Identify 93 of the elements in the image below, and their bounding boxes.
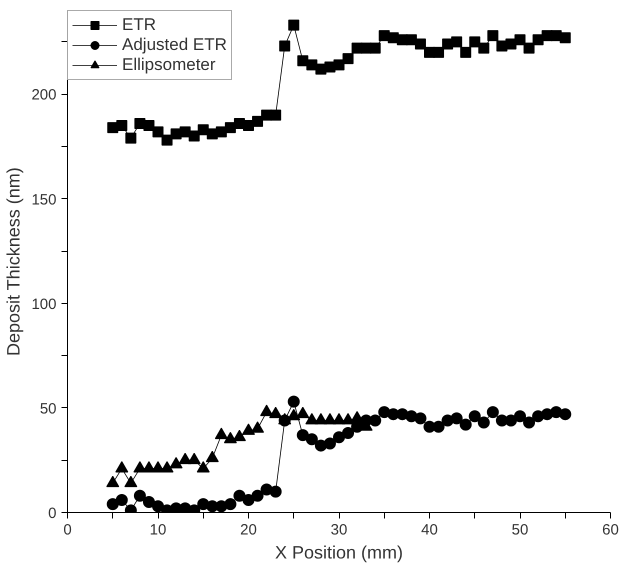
point — [306, 433, 318, 446]
point — [414, 412, 426, 424]
point — [288, 396, 300, 408]
point — [206, 450, 219, 462]
point — [305, 413, 318, 424]
point — [433, 46, 444, 58]
point — [451, 36, 462, 48]
x-tick-label: 60 — [602, 522, 619, 538]
point — [296, 429, 309, 442]
point — [125, 132, 136, 144]
y-axis-title: Deposit Thickness (nm) — [3, 167, 24, 356]
point — [523, 416, 536, 429]
point — [478, 416, 490, 429]
point — [116, 120, 128, 132]
point — [342, 53, 354, 64]
point — [323, 413, 336, 424]
point — [188, 452, 201, 464]
point — [124, 476, 138, 488]
point — [134, 490, 146, 502]
point — [115, 461, 128, 473]
x-tick-label: 20 — [240, 522, 257, 538]
point — [288, 20, 300, 31]
x-axis-title: X Position (mm) — [274, 542, 404, 562]
point — [152, 126, 164, 138]
point — [514, 410, 526, 422]
x-tick-label: 50 — [512, 522, 528, 538]
point — [460, 418, 472, 431]
point — [334, 59, 344, 70]
point — [487, 30, 498, 42]
point — [198, 124, 209, 136]
point — [468, 410, 481, 422]
point — [514, 34, 526, 46]
point — [106, 498, 119, 510]
point — [260, 404, 274, 416]
y-tick-label: 50 — [40, 400, 57, 418]
point — [469, 36, 480, 48]
legend-label: ETR — [122, 15, 156, 35]
y-tick-label: 0 — [48, 505, 56, 522]
point — [369, 414, 382, 426]
point — [460, 46, 472, 58]
point — [560, 32, 571, 44]
y-tick-label: 150 — [31, 191, 57, 208]
point — [252, 490, 264, 502]
point — [559, 408, 572, 420]
point — [251, 421, 264, 433]
point — [142, 496, 155, 508]
point — [270, 486, 282, 498]
point — [524, 42, 535, 54]
point — [342, 427, 354, 440]
point — [224, 498, 236, 510]
point — [170, 456, 183, 468]
point — [342, 413, 355, 424]
y-tick-label: 100 — [31, 296, 57, 313]
x-tick-label: 30 — [330, 522, 348, 538]
point — [486, 406, 499, 418]
point — [296, 406, 310, 418]
x-tick-label: 0 — [63, 522, 72, 538]
point — [188, 130, 200, 142]
point — [216, 126, 227, 138]
point — [252, 116, 264, 127]
point — [143, 120, 154, 132]
point — [162, 134, 173, 146]
point — [414, 38, 426, 50]
point — [196, 461, 210, 473]
point — [116, 494, 128, 506]
point — [314, 413, 328, 424]
point — [370, 42, 381, 54]
point — [224, 432, 237, 444]
legend-label: Ellipsometer — [122, 55, 216, 75]
point — [287, 408, 300, 420]
legend-label: Adjusted ETR — [122, 35, 227, 55]
point — [297, 55, 308, 66]
point — [450, 412, 463, 424]
point — [279, 40, 290, 52]
point — [269, 406, 282, 418]
point — [214, 428, 228, 440]
point — [232, 430, 246, 442]
point — [332, 413, 346, 424]
point — [106, 476, 120, 488]
point — [242, 494, 254, 506]
point — [233, 490, 246, 502]
point — [532, 34, 544, 46]
x-tick-label: 40 — [421, 522, 438, 538]
y-tick-label: 200 — [31, 86, 57, 104]
point — [242, 423, 255, 435]
point — [152, 500, 164, 512]
point — [270, 110, 282, 121]
x-tick-label: 10 — [150, 522, 166, 538]
point — [333, 431, 345, 444]
point — [478, 42, 490, 54]
point — [432, 420, 445, 433]
point — [324, 437, 336, 450]
point — [160, 461, 174, 473]
